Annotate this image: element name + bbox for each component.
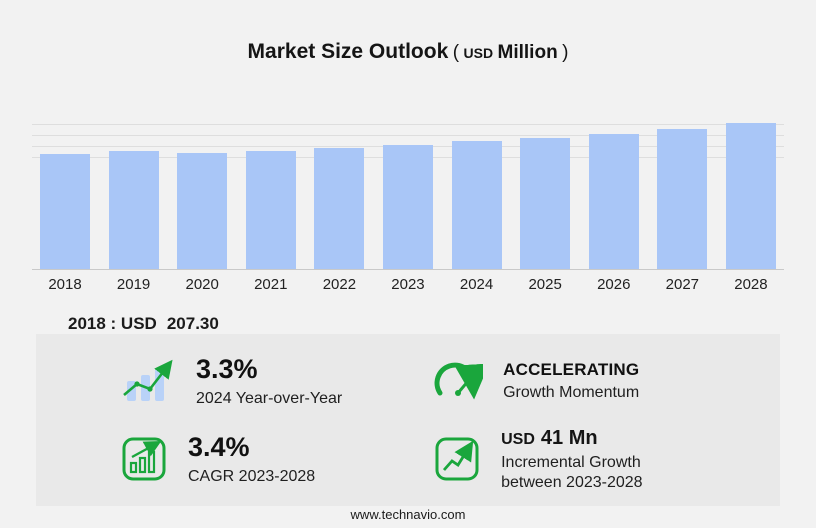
stat-yoy: 3.3% 2024 Year-over-Year bbox=[36, 342, 393, 420]
stat-yoy-text: 3.3% 2024 Year-over-Year bbox=[196, 353, 342, 409]
cagr-value: 3.4% bbox=[188, 432, 250, 463]
title-paren-open: ( bbox=[452, 42, 460, 63]
bars-row bbox=[40, 120, 776, 269]
bar-2021 bbox=[245, 150, 296, 269]
bar-2023 bbox=[382, 145, 433, 269]
momentum-value: ACCELERATING bbox=[503, 360, 640, 380]
chart-title-text: Market Size Outlook bbox=[247, 40, 449, 63]
bar-chart: 2018 2019 2020 2021 2022 2023 2024 2025 2026 2027… bbox=[32, 120, 784, 293]
speedometer-icon bbox=[433, 360, 484, 402]
x-tick-2022: 2022 bbox=[322, 276, 357, 293]
stat-cagr: 3.4% CAGR 2023-2028 bbox=[36, 420, 393, 498]
baseline-2018-value: 2018 : USD 207.30 bbox=[68, 314, 219, 334]
bar-2026 bbox=[588, 134, 639, 269]
bar-2019 bbox=[108, 151, 159, 269]
bar-2025 bbox=[520, 137, 571, 269]
x-tick-2018: 2018 bbox=[48, 276, 82, 293]
cagr-growth-chart-icon bbox=[120, 435, 168, 483]
yoy-label: 2024 Year-over-Year bbox=[196, 389, 343, 407]
bar-2027 bbox=[657, 129, 708, 269]
incremental-value: 41 Mn bbox=[540, 426, 598, 449]
yoy-value: 3.3% bbox=[196, 354, 258, 385]
bar-2020 bbox=[177, 153, 228, 269]
incremental-label-line1: Incremental Growth bbox=[501, 453, 641, 471]
cagr-label: CAGR 2023-2028 bbox=[188, 467, 316, 485]
title-unit-currency: USD bbox=[463, 45, 494, 61]
title-unit-scale: Million bbox=[497, 42, 558, 63]
x-axis-labels: 2018 2019 2020 2021 2022 2023 2024 2025 2026 2027… bbox=[40, 276, 776, 293]
x-tick-2027: 2027 bbox=[665, 276, 700, 293]
baseline-label: 2018 : USD bbox=[68, 314, 157, 333]
bar-chart-trend-icon bbox=[120, 357, 176, 405]
bar-2024 bbox=[451, 141, 502, 269]
x-tick-2025: 2025 bbox=[528, 276, 562, 293]
stat-momentum: ACCELERATING Growth Momentum bbox=[393, 342, 780, 420]
x-tick-2023: 2023 bbox=[391, 276, 425, 293]
x-tick-2024: 2024 bbox=[459, 276, 494, 293]
momentum-label: Growth Momentum bbox=[503, 383, 640, 401]
bar-2018 bbox=[40, 153, 90, 269]
chart-title: Market Size Outlook ( USD Million ) bbox=[0, 40, 816, 64]
bar-2022 bbox=[314, 148, 365, 269]
x-tick-2026: 2026 bbox=[597, 276, 631, 293]
title-paren-close: ) bbox=[562, 42, 569, 63]
x-tick-2019: 2019 bbox=[116, 276, 151, 293]
incremental-growth-trend-icon bbox=[433, 435, 481, 483]
baseline-amount: 207.30 bbox=[166, 314, 219, 333]
x-tick-2020: 2020 bbox=[185, 276, 219, 293]
stats-panel: 3.3% 2024 Year-over-Year ACCELERATING Gr… bbox=[36, 334, 780, 506]
stat-cagr-text: 3.4% CAGR 2023-2028 bbox=[188, 431, 315, 487]
bar-2028 bbox=[725, 122, 776, 269]
plot-area bbox=[32, 120, 784, 270]
stat-momentum-text: ACCELERATING Growth Momentum bbox=[503, 359, 639, 402]
x-tick-2021: 2021 bbox=[254, 276, 288, 293]
x-tick-2028: 2028 bbox=[734, 276, 768, 293]
incremental-value-row: USD 41 Mn bbox=[501, 426, 642, 451]
technavio-url: www.technavio.com bbox=[350, 507, 466, 522]
gridline-240 bbox=[32, 134, 784, 136]
incremental-label-line2: between 2023-2028 bbox=[501, 473, 643, 491]
gridline-260 bbox=[32, 123, 784, 125]
stat-incremental: USD 41 Mn Incremental Growth between 2023… bbox=[393, 420, 780, 498]
incremental-value-unit: USD bbox=[501, 430, 535, 448]
stat-incremental-text: USD 41 Mn Incremental Growth between 2023… bbox=[501, 426, 642, 493]
